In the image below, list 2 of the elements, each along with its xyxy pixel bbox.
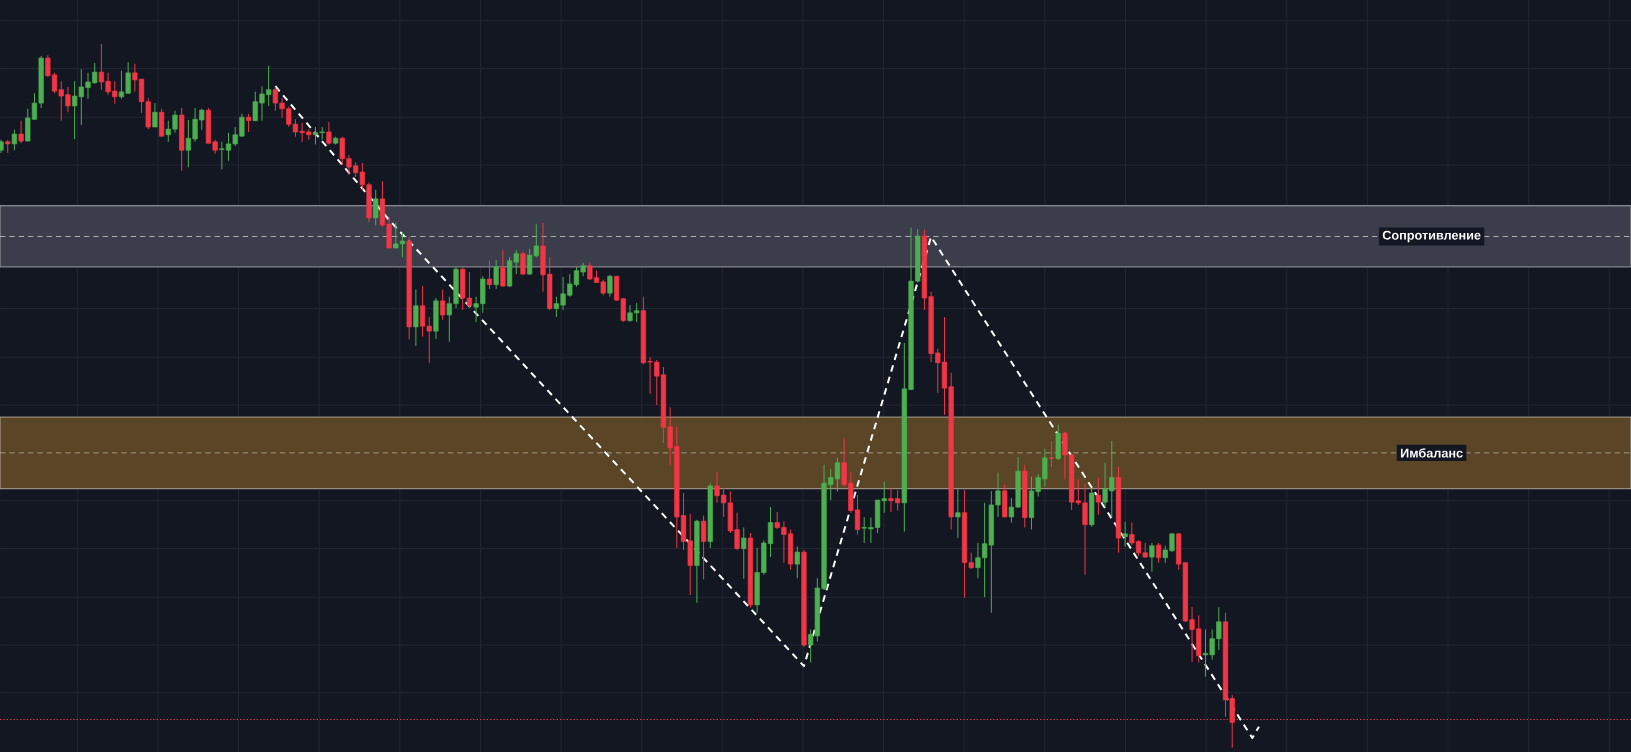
ref-line-label: Имбаланс bbox=[1400, 448, 1463, 458]
ref-line-label: Сопротивление bbox=[1382, 230, 1481, 243]
